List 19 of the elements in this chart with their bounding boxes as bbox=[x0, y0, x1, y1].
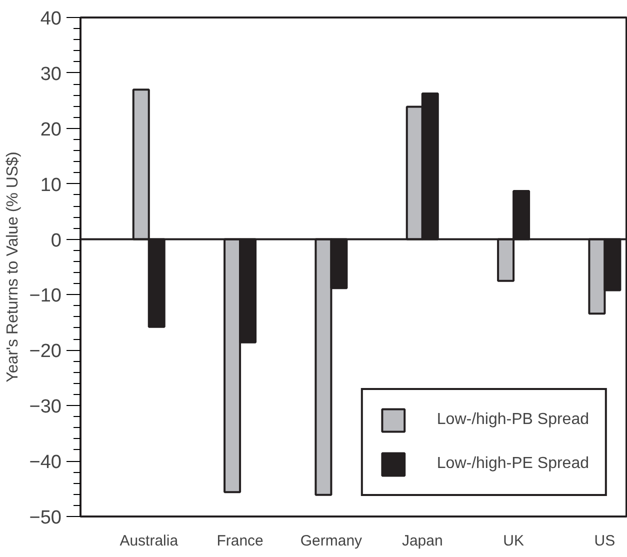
y-tick-label: 20 bbox=[40, 119, 62, 140]
x-tick-label: France bbox=[216, 532, 264, 550]
y-tick-label: 0 bbox=[50, 230, 62, 252]
legend-label: Low-/high-PE Spread bbox=[436, 455, 589, 473]
x-tick-label: Japan bbox=[402, 532, 443, 550]
y-tick-label: −30 bbox=[29, 396, 62, 418]
legend-label: Low-/high-PB Spread bbox=[436, 411, 589, 429]
x-tick-label: UK bbox=[503, 532, 524, 550]
y-tick-label: −40 bbox=[29, 452, 62, 474]
y-axis-title: Year's Returns to Value (% US$) bbox=[4, 152, 22, 382]
x-tick-label: US bbox=[594, 532, 616, 550]
y-tick-label: 30 bbox=[40, 64, 62, 85]
y-tick-label: −50 bbox=[29, 508, 62, 528]
x-tick-label: Australia bbox=[120, 532, 179, 550]
y-tick-label: 40 bbox=[40, 8, 62, 30]
y-tick-label: −20 bbox=[29, 341, 62, 362]
x-tick-label: Germany bbox=[300, 532, 363, 550]
y-tick-label: 10 bbox=[40, 174, 62, 196]
y-tick-label: −10 bbox=[29, 286, 62, 307]
